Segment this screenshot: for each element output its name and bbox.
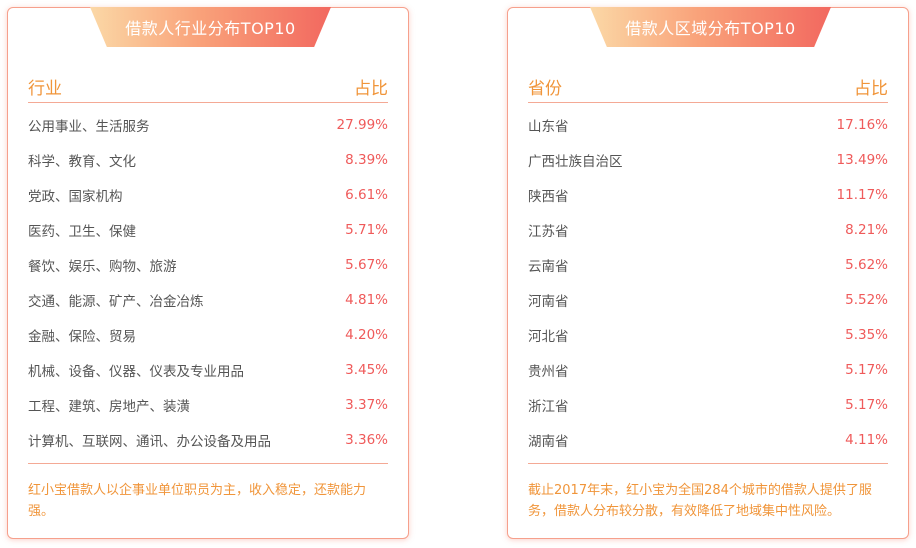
region-divider [528, 463, 888, 464]
row-name: 广西壮族自治区 [528, 153, 623, 170]
table-row: 湖南省 4.11% [528, 422, 888, 457]
region-note: 截止2017年末，红小宝为全国284个城市的借款人提供了服务，借款人分布较分散，… [528, 483, 872, 519]
table-row: 河南省 5.52% [528, 282, 888, 317]
row-name: 湖南省 [528, 433, 569, 450]
row-name: 山东省 [528, 118, 569, 135]
table-row: 计算机、互联网、通讯、办公设备及用品 3.36% [28, 422, 388, 457]
row-pct: 3.45% [345, 361, 388, 378]
region-title: 借款人区域分布TOP10 [625, 19, 796, 38]
row-pct: 4.81% [345, 291, 388, 308]
row-pct: 4.11% [845, 431, 888, 448]
region-card: 借款人区域分布TOP10 省份 占比 山东省 17.16% 广西壮族自治区 13.4… [507, 7, 909, 539]
table-row: 山东省 17.16% [528, 107, 888, 142]
row-name: 陕西省 [528, 188, 569, 205]
table-row: 公用事业、生活服务 27.99% [28, 107, 388, 142]
row-name: 计算机、互联网、通讯、办公设备及用品 [28, 433, 271, 450]
region-table-header: 省份 占比 [528, 75, 888, 103]
region-table-body: 山东省 17.16% 广西壮族自治区 13.49% 陕西省 11.17% 江苏省 8.2… [528, 107, 888, 457]
row-pct: 5.52% [845, 291, 888, 308]
table-row: 云南省 5.62% [528, 247, 888, 282]
row-pct: 8.39% [345, 151, 388, 168]
region-col-value: 占比 [854, 79, 888, 99]
row-pct: 3.36% [345, 431, 388, 448]
table-row: 贵州省 5.17% [528, 352, 888, 387]
region-col-name: 省份 [528, 79, 562, 99]
industry-title-ribbon: 借款人行业分布TOP10 [90, 7, 331, 47]
industry-col-value: 占比 [354, 79, 388, 99]
row-pct: 13.49% [836, 151, 888, 168]
table-row: 江苏省 8.21% [528, 212, 888, 247]
table-row: 科学、教育、文化 8.39% [28, 142, 388, 177]
row-pct: 4.20% [345, 326, 388, 343]
industry-note: 红小宝借款人以企事业单位职员为主，收入稳定，还款能力强。 [28, 483, 367, 519]
table-row: 河北省 5.35% [528, 317, 888, 352]
row-pct: 17.16% [836, 116, 888, 133]
row-name: 江苏省 [528, 223, 569, 240]
row-name: 机械、设备、仪器、仪表及专业用品 [28, 363, 244, 380]
row-pct: 8.21% [845, 221, 888, 238]
row-name: 贵州省 [528, 363, 569, 380]
row-pct: 3.37% [345, 396, 388, 413]
row-pct: 6.61% [345, 186, 388, 203]
industry-table-header: 行业 占比 [28, 75, 388, 103]
row-pct: 5.67% [345, 256, 388, 273]
row-pct: 5.17% [845, 361, 888, 378]
table-row: 交通、能源、矿产、冶金冶炼 4.81% [28, 282, 388, 317]
table-row: 医药、卫生、保健 5.71% [28, 212, 388, 247]
table-row: 金融、保险、贸易 4.20% [28, 317, 388, 352]
row-name: 金融、保险、贸易 [28, 328, 136, 345]
industry-table-body: 公用事业、生活服务 27.99% 科学、教育、文化 8.39% 党政、国家机构 6.6… [28, 107, 388, 457]
row-name: 河南省 [528, 293, 569, 310]
row-name: 党政、国家机构 [28, 188, 123, 205]
table-row: 陕西省 11.17% [528, 177, 888, 212]
table-row: 餐饮、娱乐、购物、旅游 5.67% [28, 247, 388, 282]
row-name: 云南省 [528, 258, 569, 275]
row-name: 交通、能源、矿产、冶金冶炼 [28, 293, 204, 310]
row-name: 公用事业、生活服务 [28, 118, 150, 135]
industry-card: 借款人行业分布TOP10 行业 占比 公用事业、生活服务 27.99% 科学、教育… [7, 7, 409, 539]
row-name: 工程、建筑、房地产、装潢 [28, 398, 190, 415]
row-pct: 5.62% [845, 256, 888, 273]
row-pct: 5.17% [845, 396, 888, 413]
table-row: 工程、建筑、房地产、装潢 3.37% [28, 387, 388, 422]
row-pct: 5.71% [345, 221, 388, 238]
table-row: 浙江省 5.17% [528, 387, 888, 422]
row-name: 科学、教育、文化 [28, 153, 136, 170]
table-row: 党政、国家机构 6.61% [28, 177, 388, 212]
row-pct: 27.99% [336, 116, 388, 133]
row-name: 餐饮、娱乐、购物、旅游 [28, 258, 177, 275]
table-row: 广西壮族自治区 13.49% [528, 142, 888, 177]
row-pct: 11.17% [836, 186, 888, 203]
row-name: 浙江省 [528, 398, 569, 415]
industry-divider [28, 463, 388, 464]
row-pct: 5.35% [845, 326, 888, 343]
region-title-ribbon: 借款人区域分布TOP10 [590, 7, 831, 47]
row-name: 河北省 [528, 328, 569, 345]
industry-title: 借款人行业分布TOP10 [125, 19, 296, 38]
table-row: 机械、设备、仪器、仪表及专业用品 3.45% [28, 352, 388, 387]
industry-col-name: 行业 [28, 79, 62, 99]
row-name: 医药、卫生、保健 [28, 223, 136, 240]
